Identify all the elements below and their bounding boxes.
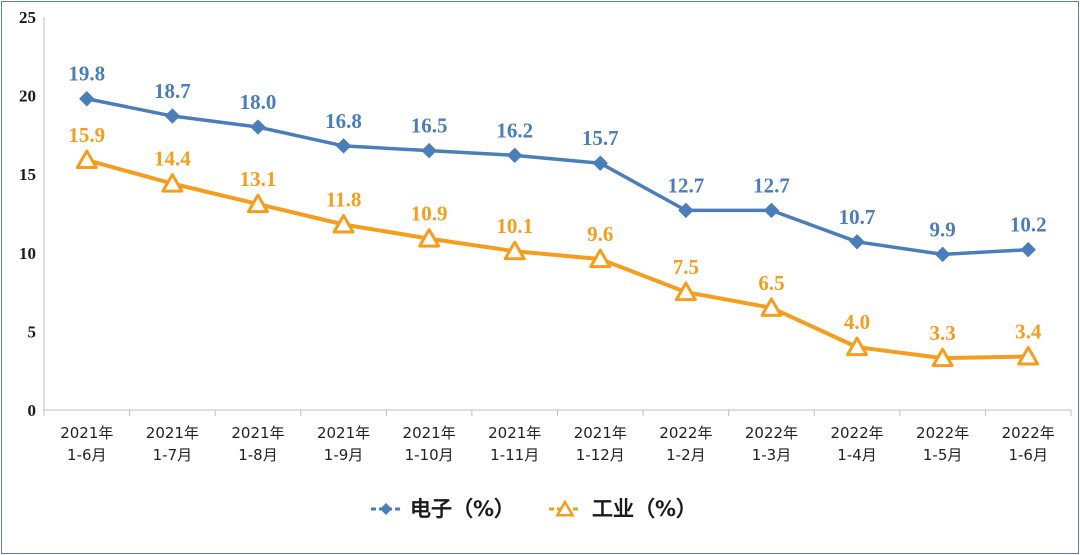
x-tick-label-period: 1-10月 <box>405 446 454 464</box>
x-tick-label-period: 1-4月 <box>837 446 877 464</box>
watermark-logo-icon <box>10 523 30 543</box>
legend-item-electronics: 电子（%） <box>371 497 515 521</box>
data-label-industry: 14.4 <box>154 147 191 171</box>
data-label-electronics: 18.7 <box>154 79 191 103</box>
data-point-electronics <box>164 108 181 124</box>
x-tick-label-year: 2022年 <box>1002 424 1055 442</box>
data-point-industry <box>1017 346 1040 366</box>
y-tick-label: 0 <box>28 401 37 420</box>
legend-diamond-icon <box>380 503 392 515</box>
x-tick-label-year: 2022年 <box>916 424 969 442</box>
data-label-industry: 11.8 <box>326 188 362 212</box>
x-tick-label-year: 2021年 <box>574 424 627 442</box>
data-point-electronics <box>849 234 865 250</box>
x-tick-label-year: 2021年 <box>488 424 541 442</box>
x-tick-label-year: 2022年 <box>659 424 712 442</box>
data-label-electronics: 19.8 <box>68 62 105 86</box>
y-tick-label: 25 <box>19 8 36 27</box>
x-tick-label-period: 1-12月 <box>576 446 625 464</box>
data-point-electronics <box>1020 241 1036 258</box>
data-label-industry: 3.3 <box>930 321 956 345</box>
legend-triangle-icon <box>555 499 575 517</box>
x-tick-label-year: 2021年 <box>60 424 113 442</box>
x-tick-label-year: 2022年 <box>745 424 798 442</box>
data-point-industry <box>846 336 869 357</box>
watermark: 大数跨境 <box>10 522 132 546</box>
data-label-electronics: 9.9 <box>930 217 956 241</box>
data-point-electronics <box>421 142 437 159</box>
data-point-industry <box>332 214 355 234</box>
x-tick-label-year: 2021年 <box>403 424 456 442</box>
data-label-industry: 9.6 <box>587 222 613 246</box>
x-tick-label-period: 1-2月 <box>666 446 706 464</box>
x-tick-label-year: 2021年 <box>231 424 284 442</box>
x-tick-label-year: 2021年 <box>146 424 199 442</box>
data-point-industry <box>161 173 184 193</box>
data-point-industry <box>931 347 954 368</box>
data-point-electronics <box>507 147 523 164</box>
data-label-electronics: 10.2 <box>1010 213 1047 237</box>
data-point-electronics <box>79 91 95 107</box>
y-tick-label: 20 <box>19 87 36 106</box>
data-label-industry: 6.5 <box>758 271 784 295</box>
data-point-electronics <box>592 155 608 171</box>
data-point-electronics <box>934 246 951 263</box>
data-point-industry <box>589 248 612 269</box>
legend-label-industry: 工业（%） <box>592 497 697 521</box>
watermark-text: 大数跨境 <box>52 522 132 546</box>
data-label-electronics: 18.0 <box>240 90 277 114</box>
data-point-industry <box>418 228 441 248</box>
data-point-industry <box>760 297 783 317</box>
x-tick-label-period: 1-8月 <box>238 446 278 464</box>
data-point-industry <box>674 281 697 302</box>
data-label-industry: 13.1 <box>240 167 277 191</box>
data-point-electronics <box>250 119 266 135</box>
data-label-electronics: 16.2 <box>496 118 533 142</box>
x-tick-label-period: 1-11月 <box>490 446 539 464</box>
data-point-industry <box>246 193 269 214</box>
legend-item-industry: 工业（%） <box>549 497 697 521</box>
data-label-electronics: 12.7 <box>668 173 705 197</box>
x-tick-label-year: 2022年 <box>830 424 883 442</box>
y-tick-label: 5 <box>28 322 37 341</box>
data-point-electronics <box>335 138 352 154</box>
series-layer <box>75 91 1040 368</box>
data-label-electronics: 16.8 <box>325 109 362 133</box>
series-line-industry <box>86 158 1029 361</box>
y-tick-label: 10 <box>19 244 36 263</box>
y-axis: 0 5 10 15 20 25 <box>19 8 45 420</box>
data-point-electronics <box>678 202 694 219</box>
data-label-electronics: 16.5 <box>411 114 448 138</box>
data-label-industry: 10.9 <box>411 202 448 226</box>
data-label-electronics: 10.7 <box>839 205 876 229</box>
legend: 电子（%） 工业（%） <box>371 497 697 521</box>
data-label-electronics: 12.7 <box>753 173 790 197</box>
data-point-industry <box>503 240 526 261</box>
data-label-industry: 7.5 <box>673 255 699 279</box>
x-tick-label-period: 1-9月 <box>324 446 364 464</box>
data-label-layer: 19.8 18.7 18.0 16.8 16.5 16.2 15.7 12.7 12.7 10.7… <box>68 62 1046 345</box>
x-tick-label-period: 1-3月 <box>752 446 792 464</box>
data-label-industry: 4.0 <box>844 310 870 334</box>
x-tick-label-period: 1-6月 <box>1008 446 1048 464</box>
data-label-electronics: 15.7 <box>582 126 619 150</box>
y-tick-label: 15 <box>19 165 36 184</box>
x-tick-label-period: 1-6月 <box>67 446 107 464</box>
data-label-industry: 15.9 <box>68 123 105 147</box>
data-point-industry <box>75 149 98 170</box>
x-axis: 2021年 1-6月 2021年 1-7月 2021年 1-8月 2021年 1-9月 2021… <box>43 409 1072 464</box>
data-label-industry: 10.1 <box>496 214 533 238</box>
series-line-electronics <box>86 97 1029 257</box>
legend-label-electronics: 电子（%） <box>410 497 515 521</box>
x-tick-label-year: 2021年 <box>317 424 370 442</box>
x-tick-label-period: 1-5月 <box>923 446 963 464</box>
data-point-electronics <box>763 202 780 219</box>
data-label-industry: 3.4 <box>1015 320 1042 344</box>
x-tick-label-period: 1-7月 <box>153 446 193 464</box>
